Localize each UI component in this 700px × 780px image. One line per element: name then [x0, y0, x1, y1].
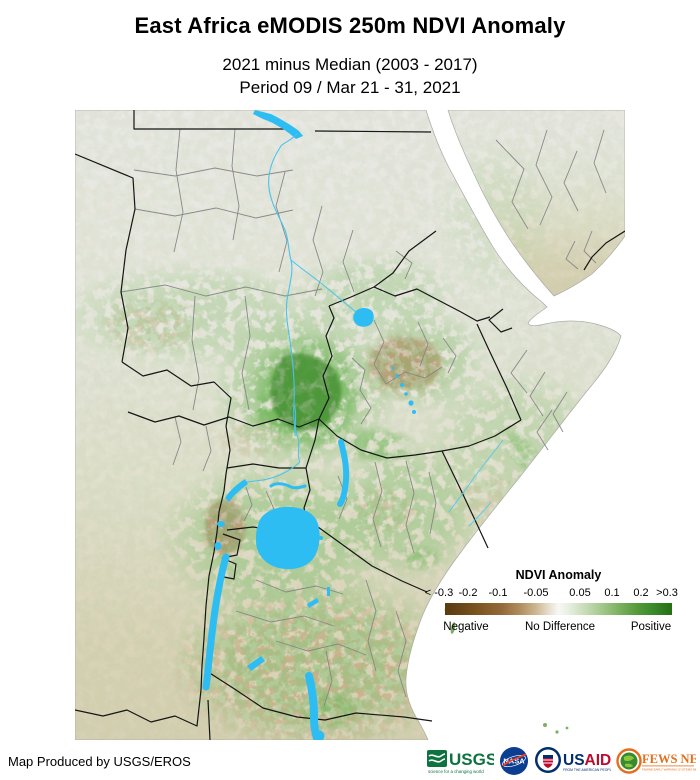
legend-tick: 0.1: [604, 587, 620, 599]
island-comoros-3: [565, 726, 569, 730]
usaid-wordmark-us: US: [563, 752, 585, 769]
ethiopia-highlands-green-patch: [270, 353, 342, 431]
lake-kivu: [214, 542, 222, 550]
map-credit: Map Produced by USGS/EROS: [8, 754, 191, 769]
fewsnet-logo: FEWS NET FAMINE EARLY WARNING SYSTEMS NE…: [616, 748, 696, 774]
lake-natron: [327, 587, 330, 596]
usgs-wordmark: USGS: [449, 750, 494, 769]
lake-eyasi: [307, 598, 319, 608]
lake-albert: [225, 479, 248, 502]
page-title: East Africa eMODIS 250m NDVI Anomaly: [134, 13, 566, 38]
admin-boundaries: [120, 128, 607, 707]
nasa-wordmark: NASA: [503, 757, 525, 766]
subtitle-period-comparison: 2021 minus Median (2003 - 2017): [222, 55, 478, 74]
legend-tick: -0.05: [523, 587, 549, 599]
fewsnet-tagline: FAMINE EARLY WARNING SYSTEMS NETWORK: [642, 768, 696, 772]
rwanda-brown-patch: [205, 499, 245, 555]
central-ethiopia-brown-patch: [369, 337, 441, 389]
fewsnet-wordmark: FEWS NET: [642, 752, 696, 766]
island-comoros-1: [543, 723, 547, 727]
legend-tick: -0.1: [488, 587, 508, 599]
island-zanzibar: [450, 622, 456, 634]
legend: NDVI Anomaly < -0.3 -0.2 -0.1 -0.05 0.05…: [424, 568, 692, 640]
legend-tick: < -0.3: [424, 587, 454, 599]
water-bodies: [202, 110, 504, 744]
juba-river: [468, 501, 492, 527]
legend-tick: 0.2: [633, 587, 649, 599]
usgs-icon: [427, 750, 447, 767]
usaid-logo: USAID FROM THE AMERICAN PEOPLE: [535, 747, 611, 773]
ndvi-anomaly-map: [74, 109, 626, 744]
usgs-tagline: science for a changing world: [428, 769, 484, 774]
usaid-tagline: FROM THE AMERICAN PEOPLE: [563, 768, 611, 772]
rift-valley-lakes: [391, 366, 416, 414]
blue-nile-river: [290, 259, 362, 317]
island-comoros-2: [555, 730, 559, 734]
map-container: [74, 109, 626, 744]
lake-malawi-south: [313, 730, 325, 742]
legend-color-ramp: [445, 603, 672, 615]
svg-text:USAID: USAID: [563, 752, 611, 769]
legend-tick: >0.3: [656, 587, 678, 599]
subtitle-period-dates: Period 09 / Mar 21 - 31, 2021: [239, 78, 461, 97]
nasa-meatball-icon: [500, 747, 528, 775]
lake-rukwa: [247, 656, 265, 671]
lake-kyoga: [269, 482, 307, 490]
lake-tanganyika: [202, 553, 230, 691]
lake-edward: [217, 521, 225, 527]
sudd-wetland: [293, 404, 301, 463]
legend-title: NDVI Anomaly: [515, 568, 602, 582]
shabelle-river: [448, 439, 504, 513]
agency-logos: USGS science for a changing world NASA U…: [427, 745, 696, 777]
lake-turkana: [337, 439, 350, 507]
legend-category-no-difference: No Difference: [524, 621, 596, 633]
legend-category-positive: Positive: [630, 621, 672, 633]
legend-category-negative: Negative: [443, 621, 489, 633]
nasa-logo: NASA: [500, 747, 528, 775]
legend-tick: -0.2: [458, 587, 478, 599]
usgs-logo: USGS science for a changing world: [427, 750, 494, 774]
lake-victoria: [255, 506, 320, 570]
albert-nile-river: [245, 461, 301, 483]
usaid-wordmark-aid: AID: [585, 752, 611, 769]
lake-nasser: [253, 110, 303, 139]
winam-gulf: [319, 536, 323, 540]
legend-tick: 0.05: [569, 587, 591, 599]
lake-tana: [353, 308, 374, 327]
